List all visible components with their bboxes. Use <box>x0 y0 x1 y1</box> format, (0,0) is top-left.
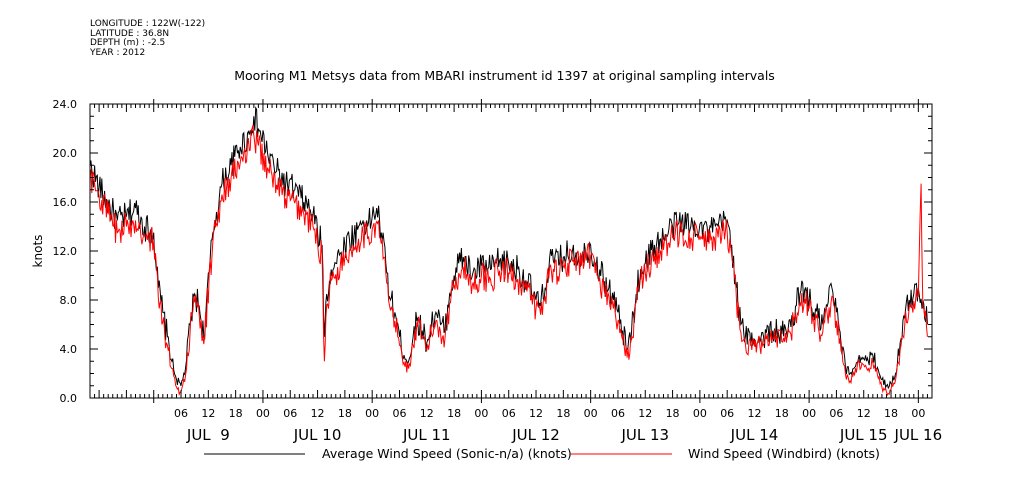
plot-content <box>89 106 928 397</box>
x-hour-label: 12 <box>747 407 761 420</box>
x-hour-label: 00 <box>365 407 379 420</box>
y-tick-label: 16.0 <box>53 196 78 209</box>
y-tick-label: 8.0 <box>60 294 78 307</box>
x-day-label: JUL 11 <box>402 426 451 444</box>
x-day-label: JUL 16 <box>894 426 943 444</box>
x-day-label: JUL 9 <box>186 426 230 444</box>
x-hour-label: 18 <box>775 407 789 420</box>
x-day-label: JUL 14 <box>730 426 779 444</box>
metadata-year: YEAR : 2012 <box>90 47 146 58</box>
legend-label-windbird: Wind Speed (Windbird) (knots) <box>688 446 880 461</box>
x-hour-label: 12 <box>529 407 543 420</box>
x-hour-label: 06 <box>502 407 516 420</box>
x-hour-label: 00 <box>911 407 925 420</box>
x-hour-label: 00 <box>802 407 816 420</box>
x-hour-label: 00 <box>474 407 488 420</box>
x-hour-label: 18 <box>338 407 352 420</box>
x-hour-label: 12 <box>857 407 871 420</box>
x-hour-label: 06 <box>829 407 843 420</box>
x-day-label: JUL 12 <box>511 426 560 444</box>
x-hour-label: 00 <box>256 407 270 420</box>
x-hour-label: 12 <box>201 407 215 420</box>
y-tick-label: 4.0 <box>60 343 78 356</box>
x-hour-label: 18 <box>447 407 461 420</box>
chart-title: Mooring M1 Metsys data from MBARI instru… <box>234 68 775 83</box>
plot-frame <box>89 103 933 399</box>
x-hour-label: 06 <box>283 407 297 420</box>
x-hour-label: 18 <box>666 407 680 420</box>
x-hour-label: 18 <box>556 407 570 420</box>
y-axis-label: knots <box>31 235 45 268</box>
x-axis: 06 12 18 00 06 12 18 00 06 12 18 00 06 12 18 00 06 12 18 00… <box>89 99 943 444</box>
x-hour-label: 18 <box>229 407 243 420</box>
y-axis: 0.0 4.0 8.0 12.0 16.0 20.0 24.0 <box>53 98 932 405</box>
metadata-depth: DEPTH (m) : -2.5 <box>90 38 166 48</box>
x-day-label: JUL 10 <box>293 426 342 444</box>
x-hour-label: 06 <box>611 407 625 420</box>
y-tick-label: 20.0 <box>53 147 78 160</box>
y-tick-label: 12.0 <box>53 245 78 258</box>
x-hour-label: 18 <box>884 407 898 420</box>
x-day-label: JUL 13 <box>620 426 669 444</box>
x-hour-label: 12 <box>420 407 434 420</box>
x-hour-label: 06 <box>720 407 734 420</box>
x-hour-label: 00 <box>693 407 707 420</box>
y-tick-label: 24.0 <box>53 98 78 111</box>
legend: Average Wind Speed (Sonic-n/a) (knots) W… <box>204 446 880 461</box>
series-line-windbird-wind-speed <box>89 125 928 397</box>
series-line-average-wind-speed <box>89 106 928 390</box>
x-hour-label: 06 <box>174 407 188 420</box>
x-hour-label: 00 <box>584 407 598 420</box>
x-hour-label: 06 <box>392 407 406 420</box>
x-day-label: JUL 15 <box>839 426 888 444</box>
x-hour-label: 12 <box>638 407 652 420</box>
metadata-block: LONGITUDE : 122W(-122) LATITUDE : 36.8N … <box>90 19 206 58</box>
y-tick-label: 0.0 <box>60 392 78 405</box>
metadata-longitude: LONGITUDE : 122W(-122) <box>90 19 206 29</box>
metadata-latitude: LATITUDE : 36.8N <box>90 28 170 39</box>
x-hour-label: 12 <box>311 407 325 420</box>
legend-label-average: Average Wind Speed (Sonic-n/a) (knots) <box>322 446 572 461</box>
